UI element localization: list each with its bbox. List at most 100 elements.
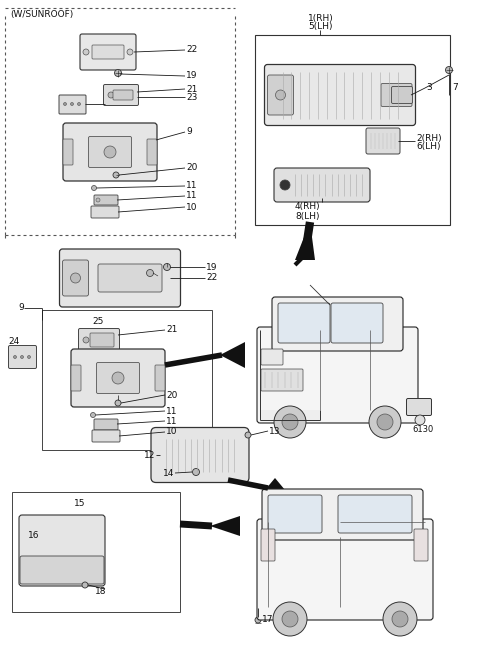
Polygon shape: [265, 478, 285, 490]
Circle shape: [82, 582, 88, 588]
FancyBboxPatch shape: [19, 515, 105, 586]
FancyBboxPatch shape: [262, 489, 423, 540]
Text: 1(RH): 1(RH): [308, 14, 334, 22]
FancyBboxPatch shape: [59, 95, 86, 114]
Text: 11: 11: [186, 192, 197, 201]
FancyBboxPatch shape: [331, 303, 383, 343]
Text: 23: 23: [186, 92, 197, 102]
Text: 9: 9: [18, 304, 24, 312]
FancyBboxPatch shape: [267, 75, 293, 115]
Polygon shape: [210, 516, 240, 536]
FancyBboxPatch shape: [147, 139, 157, 165]
Text: 14: 14: [163, 468, 174, 478]
FancyBboxPatch shape: [88, 136, 132, 167]
FancyBboxPatch shape: [104, 85, 139, 106]
FancyBboxPatch shape: [338, 495, 412, 533]
Text: (W/SUNROOF): (W/SUNROOF): [10, 10, 73, 20]
FancyBboxPatch shape: [94, 419, 118, 430]
Circle shape: [273, 602, 307, 636]
Circle shape: [383, 602, 417, 636]
Text: 15: 15: [74, 499, 86, 508]
Bar: [42, 310, 212, 450]
Circle shape: [21, 356, 24, 358]
Text: 8(LH): 8(LH): [295, 211, 320, 220]
FancyBboxPatch shape: [9, 346, 36, 369]
Text: 11: 11: [186, 182, 197, 190]
Circle shape: [274, 406, 306, 438]
Text: 19: 19: [206, 262, 217, 272]
FancyBboxPatch shape: [91, 206, 119, 218]
Circle shape: [377, 414, 393, 430]
FancyBboxPatch shape: [366, 128, 400, 154]
Text: 19: 19: [186, 72, 197, 81]
Circle shape: [92, 186, 96, 190]
Circle shape: [63, 102, 67, 106]
Polygon shape: [260, 410, 320, 420]
FancyBboxPatch shape: [63, 139, 73, 165]
Text: 11: 11: [166, 407, 178, 415]
Text: 10: 10: [166, 428, 178, 436]
FancyBboxPatch shape: [92, 45, 124, 59]
Circle shape: [415, 415, 425, 425]
FancyBboxPatch shape: [113, 90, 133, 100]
Circle shape: [13, 356, 16, 358]
FancyBboxPatch shape: [155, 365, 165, 391]
FancyBboxPatch shape: [94, 195, 118, 205]
Circle shape: [113, 172, 119, 178]
Text: 18: 18: [95, 588, 107, 596]
FancyBboxPatch shape: [414, 529, 428, 561]
Text: 17: 17: [262, 615, 274, 625]
Circle shape: [91, 413, 96, 417]
Text: 7: 7: [452, 83, 458, 92]
Polygon shape: [220, 342, 245, 368]
Circle shape: [146, 270, 154, 276]
FancyBboxPatch shape: [407, 398, 432, 415]
Bar: [12, 492, 180, 612]
Text: 25: 25: [92, 316, 103, 325]
Circle shape: [276, 90, 286, 100]
FancyBboxPatch shape: [392, 87, 412, 104]
Circle shape: [164, 264, 170, 270]
Circle shape: [245, 432, 251, 438]
Circle shape: [115, 70, 121, 77]
Circle shape: [127, 49, 133, 55]
FancyBboxPatch shape: [71, 349, 165, 407]
Text: 2(RH): 2(RH): [416, 134, 442, 142]
FancyBboxPatch shape: [80, 34, 136, 70]
Circle shape: [83, 49, 89, 55]
FancyBboxPatch shape: [261, 529, 275, 561]
FancyBboxPatch shape: [63, 123, 157, 181]
FancyBboxPatch shape: [257, 327, 418, 423]
Text: 3: 3: [426, 83, 432, 92]
Text: 6(LH): 6(LH): [416, 142, 441, 152]
Circle shape: [445, 66, 453, 73]
FancyBboxPatch shape: [278, 303, 330, 343]
FancyBboxPatch shape: [381, 83, 412, 106]
Circle shape: [104, 146, 116, 158]
Text: 21: 21: [186, 85, 197, 94]
Circle shape: [71, 102, 73, 106]
FancyBboxPatch shape: [98, 264, 162, 292]
FancyBboxPatch shape: [268, 495, 322, 533]
FancyBboxPatch shape: [92, 430, 120, 442]
FancyBboxPatch shape: [257, 519, 433, 620]
Text: 20: 20: [166, 390, 178, 400]
FancyBboxPatch shape: [62, 260, 88, 296]
Text: 20: 20: [186, 163, 197, 173]
Text: 4(RH): 4(RH): [295, 203, 321, 211]
FancyBboxPatch shape: [20, 556, 104, 584]
Text: 11: 11: [166, 417, 178, 426]
Bar: [255, 35, 450, 225]
Text: 22: 22: [206, 274, 217, 283]
Text: 24: 24: [8, 337, 19, 346]
FancyBboxPatch shape: [272, 297, 403, 351]
Text: 22: 22: [186, 45, 197, 54]
Circle shape: [27, 356, 31, 358]
FancyBboxPatch shape: [79, 329, 120, 352]
Circle shape: [255, 617, 261, 623]
FancyBboxPatch shape: [261, 369, 303, 391]
Circle shape: [192, 468, 200, 476]
Text: 16: 16: [28, 531, 39, 539]
Circle shape: [392, 611, 408, 627]
FancyBboxPatch shape: [274, 168, 370, 202]
